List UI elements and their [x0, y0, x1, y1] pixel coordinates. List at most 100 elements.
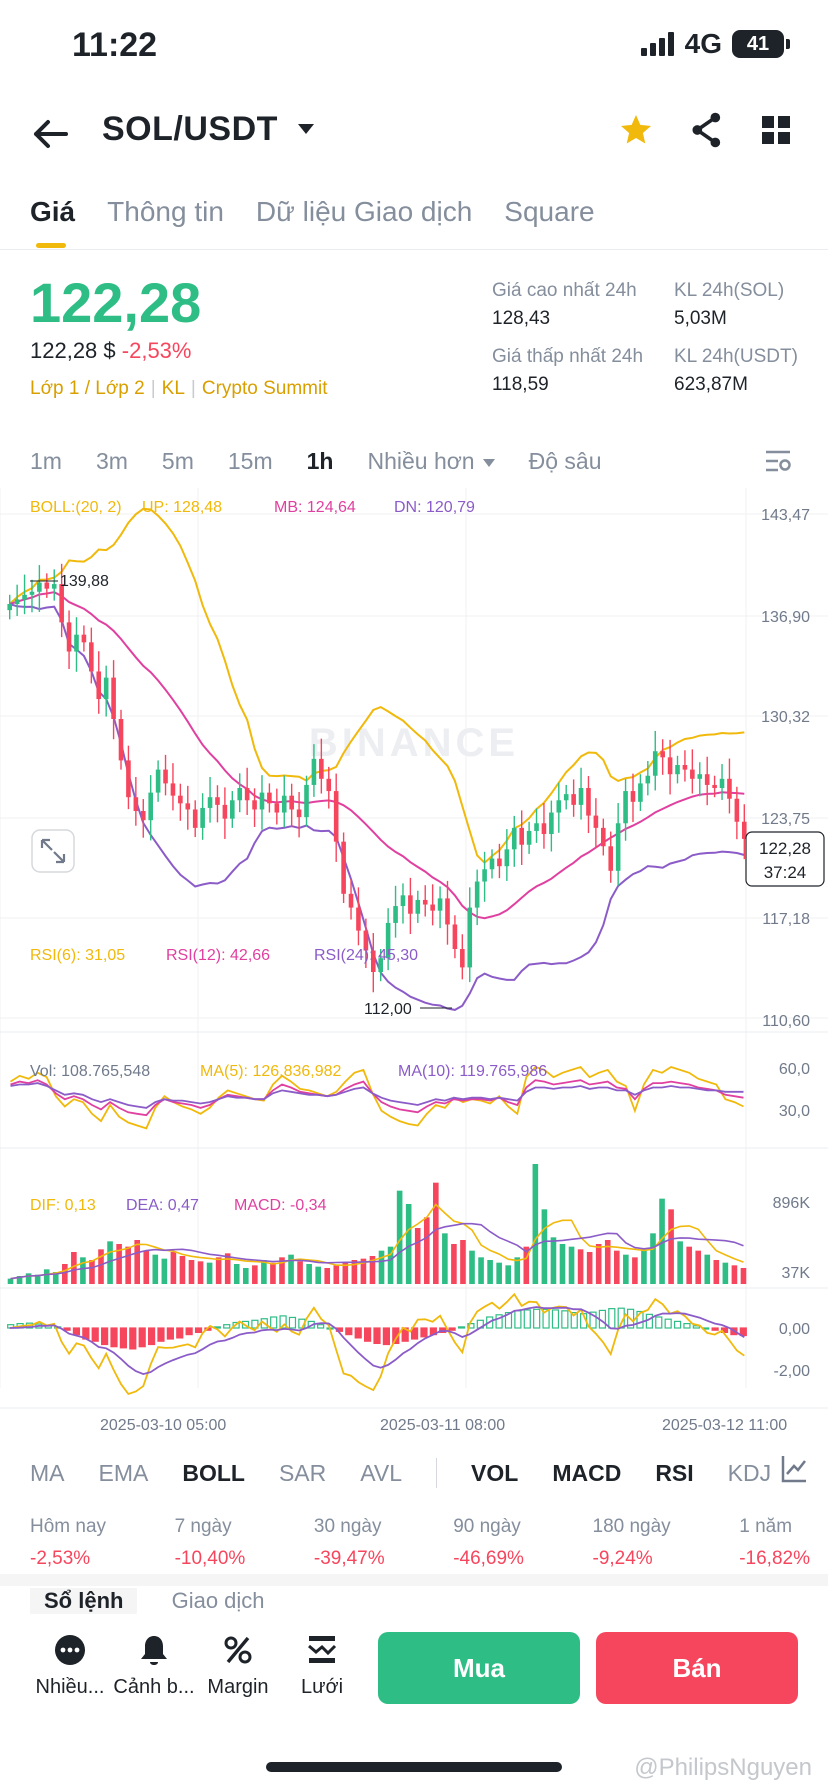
ind-sar[interactable]: SAR [278, 1459, 327, 1486]
macd-bar [185, 1327, 193, 1336]
volume-bar [170, 1252, 177, 1284]
expand-icon[interactable] [31, 829, 75, 873]
volume-bar [107, 1241, 113, 1284]
tf-more[interactable]: Nhiều hơn [367, 448, 495, 475]
macd-bar [655, 1316, 663, 1329]
margin-button[interactable]: Margin [198, 1634, 278, 1699]
macd-bar [457, 1326, 466, 1329]
ind-kdj[interactable]: KDJ [727, 1459, 772, 1486]
volume-bar [152, 1254, 159, 1284]
tf-3m[interactable]: 3m [95, 448, 128, 474]
macd-bar [645, 1313, 653, 1329]
grid-bot-button[interactable]: Lưới [282, 1634, 362, 1699]
candle-body [89, 642, 94, 672]
layout-grid-icon[interactable] [762, 116, 790, 144]
back-arrow-icon[interactable] [30, 114, 70, 154]
home-indicator [266, 1762, 562, 1772]
volume-bar [505, 1265, 512, 1284]
volume-bar [487, 1260, 493, 1284]
y-tick-3: 123,75 [761, 811, 810, 828]
tab-trading-data[interactable]: Dữ liệu Giao dịch [255, 196, 473, 227]
perf-180d: 180 ngày -9,24% [593, 1516, 671, 1570]
volume-bar [125, 1246, 131, 1284]
volume-bar [378, 1250, 385, 1284]
tf-1h[interactable]: 1h [306, 448, 334, 474]
perf-7d: 7 ngày -10,40% [175, 1516, 246, 1570]
volume-bar [650, 1233, 656, 1284]
chart-settings-icon[interactable] [764, 448, 792, 474]
macd-bar [589, 1311, 597, 1329]
volume-bar [342, 1262, 349, 1284]
macd-bar [561, 1310, 569, 1329]
ind-avl[interactable]: AVL [360, 1459, 403, 1486]
ind-boll[interactable]: BOLL [182, 1459, 245, 1486]
tf-5m[interactable]: 5m [161, 448, 194, 474]
tag-crypto-summit[interactable]: Crypto Summit [201, 378, 328, 399]
candle-body [103, 677, 109, 700]
candle-body [556, 800, 562, 813]
ind-rsi[interactable]: RSI [655, 1459, 694, 1486]
tag-layer[interactable]: Lớp 1 / Lớp 2 [30, 378, 145, 399]
chevron-down-icon[interactable] [298, 124, 314, 134]
volume-bar [704, 1254, 711, 1284]
status-time: 11:22 [72, 26, 158, 64]
macd-bar [636, 1310, 644, 1329]
macd-bar [317, 1324, 325, 1329]
buy-button[interactable]: Mua [378, 1632, 580, 1704]
volume-bar [550, 1237, 557, 1284]
candle-body [237, 788, 243, 801]
ind-ema[interactable]: EMA [98, 1459, 149, 1486]
boll-lower-line [9, 603, 745, 1011]
pair-title[interactable]: SOL/USDT [102, 110, 278, 148]
candle-body [445, 898, 450, 925]
tab-price[interactable]: Giá [30, 196, 76, 248]
ind-vol[interactable]: VOL [471, 1459, 519, 1486]
tab-trades[interactable]: Giao dịch [171, 1588, 265, 1613]
candle-body [274, 803, 280, 813]
candle-body [467, 907, 473, 968]
perf-value: -46,69% [453, 1548, 524, 1569]
volume-bar [740, 1268, 747, 1284]
macd-bar [570, 1311, 578, 1329]
tf-15m[interactable]: 15m [227, 448, 273, 474]
macd-bar [504, 1311, 513, 1329]
candle-body [163, 769, 168, 784]
macd-dea-legend: DEA: 0,47 [126, 1197, 199, 1214]
candle-body [29, 591, 35, 595]
boll-upper-line [9, 507, 745, 865]
candle-body [230, 800, 235, 819]
macd-bar [692, 1325, 700, 1329]
tab-order-book[interactable]: Sổ lệnh [30, 1588, 138, 1618]
macd-bar [664, 1318, 672, 1329]
volume-bar [632, 1257, 638, 1284]
tf-1m[interactable]: 1m [30, 448, 62, 474]
tf-depth[interactable]: Độ sâu [528, 448, 602, 474]
macd-bar [410, 1327, 419, 1340]
ind-macd[interactable]: MACD [552, 1459, 622, 1486]
volume-bar [233, 1264, 240, 1284]
tag-kl[interactable]: KL [161, 378, 185, 399]
stat-vol-sol-label: KL 24h(SOL) [674, 280, 785, 301]
tab-square[interactable]: Square [504, 196, 595, 227]
y-tick-1: 136,90 [761, 609, 810, 626]
alert-button[interactable]: Cảnh b... [113, 1634, 195, 1699]
volume-bar [713, 1260, 720, 1284]
boll-middle-line [9, 591, 745, 920]
volume-bar [623, 1254, 629, 1284]
macd-bar [119, 1327, 128, 1349]
drawing-tool-icon[interactable] [780, 1454, 808, 1484]
sell-button[interactable]: Bán [596, 1632, 798, 1704]
price-chart[interactable]: BINANCE BOLL:(20, 2) UP: 128,48 MB: 124,… [0, 488, 828, 1440]
tabs-divider [0, 249, 828, 250]
candle-body [623, 791, 628, 824]
macd-bar [176, 1327, 184, 1339]
star-icon[interactable] [618, 112, 654, 148]
share-icon[interactable] [690, 112, 724, 148]
ind-ma[interactable]: MA [30, 1459, 65, 1486]
candle-body [215, 797, 220, 805]
candle-body [741, 821, 747, 839]
indicator-tabs: MA EMA BOLL SAR AVL VOL MACD RSI KDJ [30, 1458, 771, 1488]
tab-info[interactable]: Thông tin [107, 196, 224, 227]
rsi12-legend: RSI(12): 42,66 [166, 947, 270, 964]
more-button[interactable]: Nhiều... [30, 1634, 110, 1699]
